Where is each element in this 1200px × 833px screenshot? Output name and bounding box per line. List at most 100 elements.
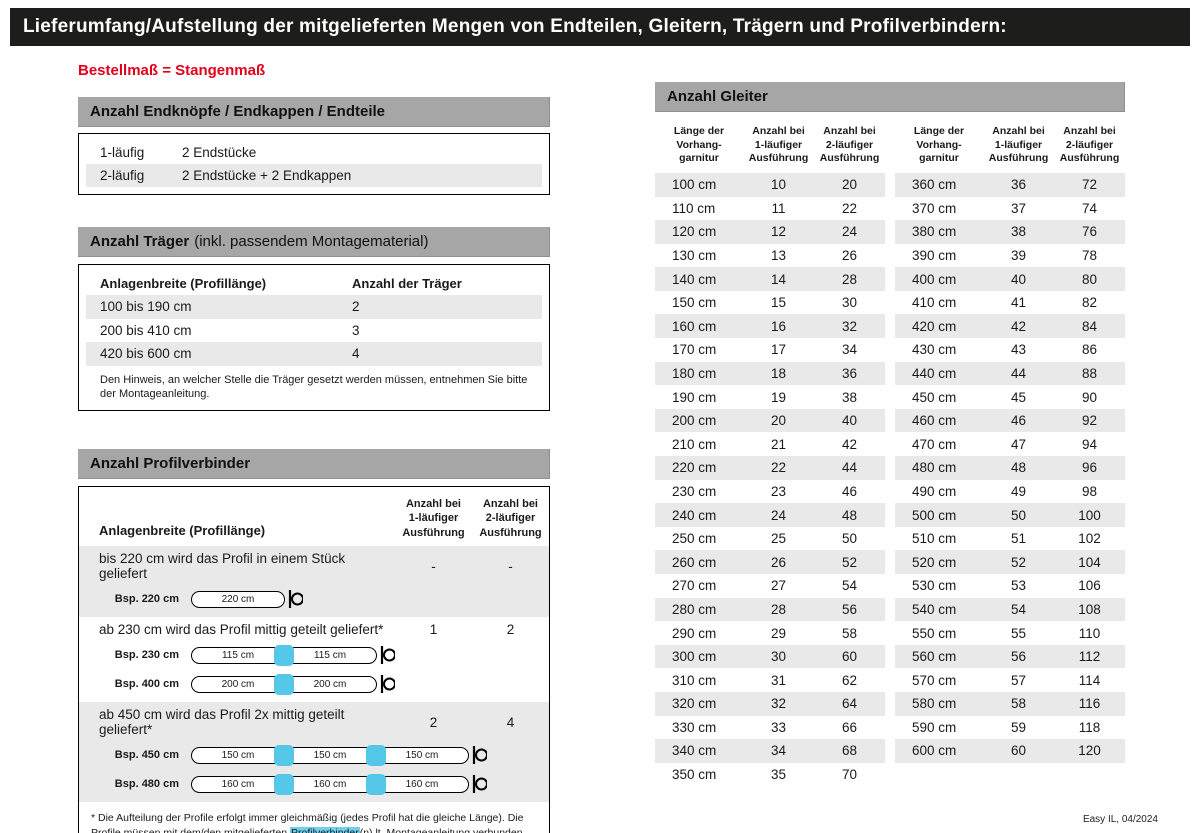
right-column: Anzahl Gleiter Länge der Vorhang- garnit…	[655, 82, 1125, 786]
gleiter-length-cell: 290 cm	[672, 625, 717, 641]
gleiter-row: 240 cm 24 48	[655, 503, 885, 527]
gleiter-length-cell: 180 cm	[672, 365, 717, 381]
gleiter-count-cell: 70	[841, 767, 858, 783]
count-2-laeufig: 4	[506, 714, 515, 730]
gleiter-count-cell: 44	[841, 460, 858, 476]
gleiter-row: 120 cm 12 24	[655, 220, 885, 244]
gleiter-length-cell: 190 cm	[672, 389, 717, 405]
gleiter-row: 190 cm 19 38	[655, 385, 885, 409]
gleiter-length-cell: 430 cm	[912, 342, 957, 358]
table-row: 2-läufig 2 Endstücke + 2 Endkappen	[86, 164, 542, 187]
gleiter-length-cell: 470 cm	[912, 436, 957, 452]
gleiter-row: 250 cm 25 50	[655, 527, 885, 551]
gleiter-count-cell: 10	[770, 177, 787, 193]
gleiter-count-cell: 102	[1078, 531, 1101, 547]
count-2-laeufig: 2	[506, 622, 515, 638]
gleiter-count-cell: 60	[841, 649, 858, 665]
gleiter-count-cell: 32	[770, 696, 787, 712]
gleiter-count-cell: 94	[1081, 436, 1098, 452]
gleiter-count-cell: 48	[1010, 460, 1027, 476]
gleiter-count-cell: 36	[841, 365, 858, 381]
example-label: Bsp. 450 cm	[114, 749, 179, 762]
endteile-section-title: Anzahl Endknöpfe / Endkappen / Endteile	[90, 103, 386, 120]
gleiter-count-cell: 56	[1010, 649, 1027, 665]
row-count: 2	[352, 299, 360, 315]
gleiter-length-cell: 340 cm	[672, 743, 717, 759]
table-row: 200 bis 410 cm 3	[86, 319, 542, 343]
example-row: Bsp. 220 cm 220 cm	[79, 588, 549, 610]
endteile-section-header: Anzahl Endknöpfe / Endkappen / Endteile	[78, 97, 550, 127]
gleiter-length-cell: 230 cm	[672, 483, 717, 499]
gleiter-length-cell: 400 cm	[912, 271, 957, 287]
gleiter-count-cell: 59	[1010, 719, 1027, 735]
gleiter-length-cell: 590 cm	[912, 719, 957, 735]
gleiter-length-cell: 370 cm	[912, 200, 957, 216]
page-title-bar: Lieferumfang/Aufstellung der mitgeliefer…	[10, 8, 1190, 46]
gleiter-row: 510 cm 51 102	[895, 527, 1125, 551]
gleiter-row: 290 cm 29 58	[655, 621, 885, 645]
gleiter-count-cell: 38	[841, 389, 858, 405]
gleiter-length-cell: 210 cm	[672, 436, 717, 452]
pv-col-width: Anlagenbreite (Profillänge)	[99, 523, 266, 539]
profile-connector	[274, 644, 294, 666]
profilverbinder-header-row: Anlagenbreite (Profillänge) Anzahl bei 1…	[79, 487, 549, 546]
gleiter-row: 210 cm 21 42	[655, 432, 885, 456]
gleiter-row: 580 cm 58 116	[895, 691, 1125, 716]
gleiter-length-cell: 270 cm	[672, 578, 717, 594]
rod-end-bracket-icon	[471, 744, 487, 766]
gleiter-count-cell: 48	[841, 507, 858, 523]
gleiter-count-cell: 46	[1010, 413, 1027, 429]
row-range: 420 bis 600 cm	[100, 346, 192, 362]
gleiter-count-cell: 39	[1010, 248, 1027, 263]
gleiter-table: Länge der Vorhang- garnitur Anzahl bei 1-…	[655, 121, 885, 786]
gleiter-row: 140 cm 14 28	[655, 267, 885, 291]
gleiter-count-cell: 76	[1081, 224, 1098, 240]
gleiter-length-cell: 320 cm	[672, 696, 717, 712]
gleiter-count-cell: 58	[841, 625, 858, 641]
gleiter-count-cell: 118	[1078, 719, 1101, 735]
profilverbinder-table: Anlagenbreite (Profillänge) Anzahl bei 1…	[78, 486, 550, 833]
gleiter-row: 370 cm 37 74	[895, 197, 1125, 221]
gleiter-count-cell: 82	[1081, 295, 1098, 311]
rod-end-bracket-icon	[379, 644, 395, 666]
gleiter-row: 170 cm 17 34	[655, 338, 885, 362]
gleiter-row: 300 cm 30 60	[655, 644, 885, 669]
gleiter-count-cell: 20	[841, 177, 858, 193]
gleiter-length-cell: 450 cm	[912, 389, 957, 405]
profile-connector	[366, 773, 386, 795]
gleiter-length-cell: 580 cm	[912, 696, 957, 712]
gleiter-count-cell: 16	[770, 318, 787, 334]
gleiter-col-header: Länge der Vorhang- garnitur	[913, 125, 965, 165]
gleiter-row: 520 cm 52 104	[895, 550, 1125, 575]
gleiter-count-cell: 35	[770, 767, 787, 783]
gleiter-col-header: Länge der Vorhang- garnitur	[673, 125, 725, 165]
gleiter-length-cell: 600 cm	[912, 743, 957, 759]
gleiter-length-cell: 280 cm	[672, 601, 717, 617]
gleiter-length-cell: 160 cm	[672, 318, 717, 334]
gleiter-row: 400 cm 40 80	[895, 267, 1125, 291]
gleiter-count-cell: 20	[770, 413, 787, 429]
gleiter-count-cell: 38	[1010, 224, 1027, 240]
profilverbinder-section-header: Anzahl Profilverbinder	[78, 449, 550, 480]
traeger-header-row: Anlagenbreite (Profillänge) Anzahl der T…	[86, 271, 542, 295]
gleiter-count-cell: 27	[770, 578, 787, 594]
rod-end-bracket-icon	[379, 673, 395, 695]
example-label: Bsp. 220 cm	[114, 593, 179, 606]
gleiter-row: 130 cm 13 26	[655, 244, 885, 268]
row-count: 4	[352, 346, 360, 362]
gleiter-length-cell: 460 cm	[912, 413, 957, 429]
gleiter-row: 550 cm 55 110	[895, 621, 1125, 645]
row-label: 2-läufig	[100, 168, 145, 183]
gleiter-count-cell: 116	[1078, 696, 1101, 712]
gleiter-length-cell: 570 cm	[912, 672, 957, 688]
gleiter-row: 150 cm 15 30	[655, 291, 885, 315]
traeger-note: Den Hinweis, an welcher Stelle die Träge…	[100, 373, 528, 401]
gleiter-length-cell: 220 cm	[672, 460, 717, 476]
gleiter-count-cell: 24	[770, 507, 787, 523]
count-1-laeufig: 1	[429, 622, 438, 638]
gleiter-length-cell: 330 cm	[672, 719, 717, 735]
gleiter-count-cell: 112	[1078, 649, 1101, 665]
profilverbinder-groups: bis 220 cm wird das Profil in einem Stüc…	[79, 546, 549, 803]
profile-segment: 160 cm	[375, 775, 469, 793]
gleiter-count-cell: 36	[1010, 177, 1027, 193]
